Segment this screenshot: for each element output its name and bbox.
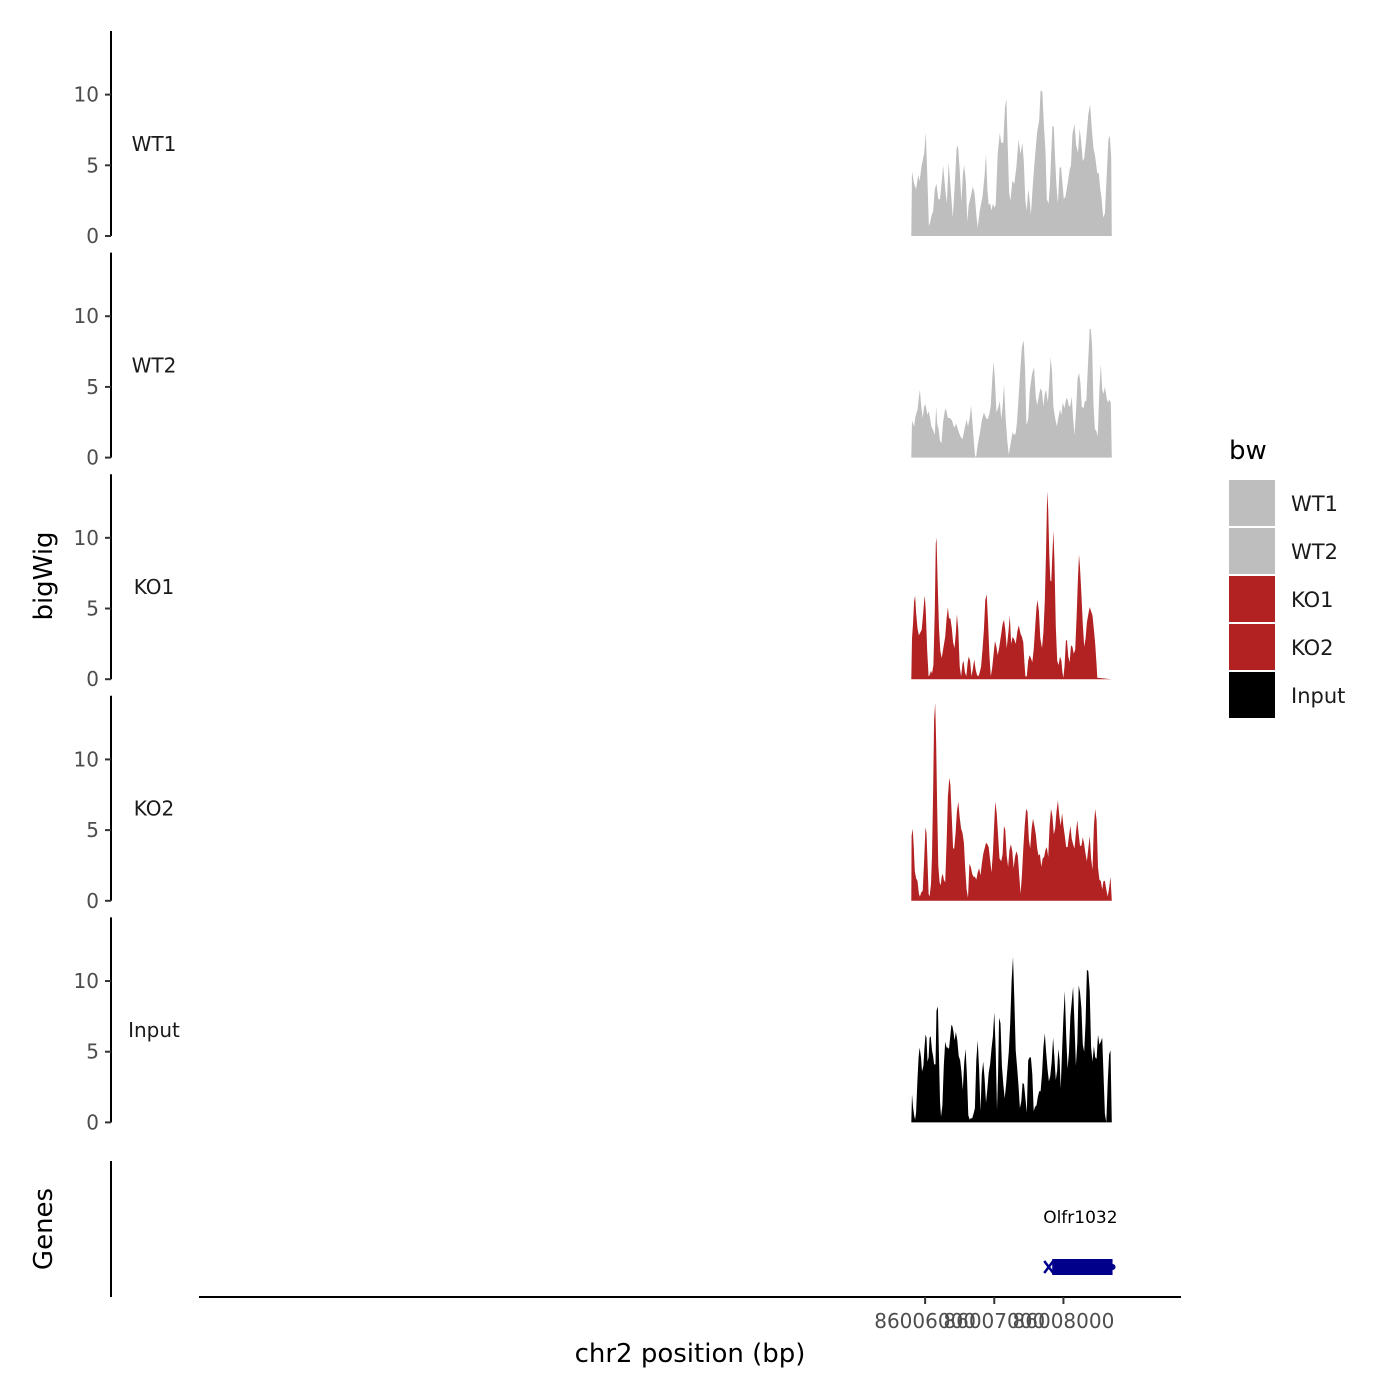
genes-panel: Olfr1032 Genes xyxy=(29,1161,1118,1297)
legend-label: WT1 xyxy=(1291,492,1338,516)
legend-key-ko1 xyxy=(1229,576,1275,622)
gene-label: Olfr1032 xyxy=(1043,1208,1117,1228)
y-tick-label: 0 xyxy=(86,889,99,913)
track-panel-ko1: 0 5 10 KO1 xyxy=(74,474,1112,691)
x-tick-label: 86006000 xyxy=(874,1309,976,1333)
y-tick-label: 0 xyxy=(86,446,99,470)
genes-group: Olfr1032 xyxy=(1043,1208,1118,1275)
legend-title: bw xyxy=(1229,436,1267,466)
y-axis-title: bigWig xyxy=(29,531,59,620)
track-panel-wt2: 0 5 10 WT2 xyxy=(74,252,1112,470)
coverage-area-ko1 xyxy=(911,491,1112,680)
y-tick-label: 5 xyxy=(86,375,99,399)
coverage-area-input xyxy=(911,957,1112,1123)
gene-end-marker xyxy=(1109,1264,1116,1270)
track-label: KO2 xyxy=(134,797,175,821)
track-label: KO1 xyxy=(134,575,175,599)
legend-label: Input xyxy=(1291,684,1345,708)
y-tick-label: 5 xyxy=(86,153,99,177)
legend-label: WT2 xyxy=(1291,540,1338,564)
coverage-area-ko2 xyxy=(911,702,1112,901)
y-tick-label: 10 xyxy=(74,969,99,993)
track-panel-wt1: 0 5 10 WT1 xyxy=(74,31,1112,248)
track-label: WT2 xyxy=(132,353,177,377)
x-tick-label: 86007000 xyxy=(943,1309,1045,1333)
y-tick-label: 10 xyxy=(74,526,99,550)
y-tick-label: 10 xyxy=(74,747,99,771)
genes-axis-title: Genes xyxy=(29,1188,59,1270)
y-tick-label: 5 xyxy=(86,597,99,621)
legend-label: KO1 xyxy=(1291,588,1334,612)
track-label: WT1 xyxy=(132,132,177,156)
legend-label: KO2 xyxy=(1291,636,1334,660)
coverage-area-wt2 xyxy=(911,328,1112,458)
gene-body xyxy=(1052,1259,1113,1275)
tracks-group: 0 5 10 WT1 0 5 10 WT2 0 5 10 KO1 0 5 10 KO2 0 5 10 Input xyxy=(74,31,1112,1134)
y-tick-label: 5 xyxy=(86,818,99,842)
legend-key-wt2 xyxy=(1229,528,1275,574)
track-label: Input xyxy=(128,1018,180,1042)
legend: bw WT1 WT2 KO1 KO2 Input xyxy=(1229,436,1345,718)
track-panel-input: 0 5 10 Input xyxy=(74,917,1112,1134)
legend-key-input xyxy=(1229,672,1275,718)
y-tick-label: 0 xyxy=(86,1110,99,1134)
y-tick-label: 5 xyxy=(86,1040,99,1064)
legend-items: WT1 WT2 KO1 KO2 Input xyxy=(1229,480,1345,718)
coverage-area-wt1 xyxy=(911,90,1112,237)
y-tick-label: 0 xyxy=(86,667,99,691)
legend-key-ko2 xyxy=(1229,624,1275,670)
y-tick-label: 0 xyxy=(86,224,99,248)
track-panel-ko2: 0 5 10 KO2 xyxy=(74,695,1112,913)
legend-key-wt1 xyxy=(1229,480,1275,526)
x-axis-title: chr2 position (bp) xyxy=(575,1339,806,1369)
x-tick-label: 86008000 xyxy=(1013,1309,1115,1333)
y-tick-label: 10 xyxy=(74,304,99,328)
y-tick-label: 10 xyxy=(74,83,99,107)
gene-strand-marker xyxy=(1043,1260,1055,1274)
